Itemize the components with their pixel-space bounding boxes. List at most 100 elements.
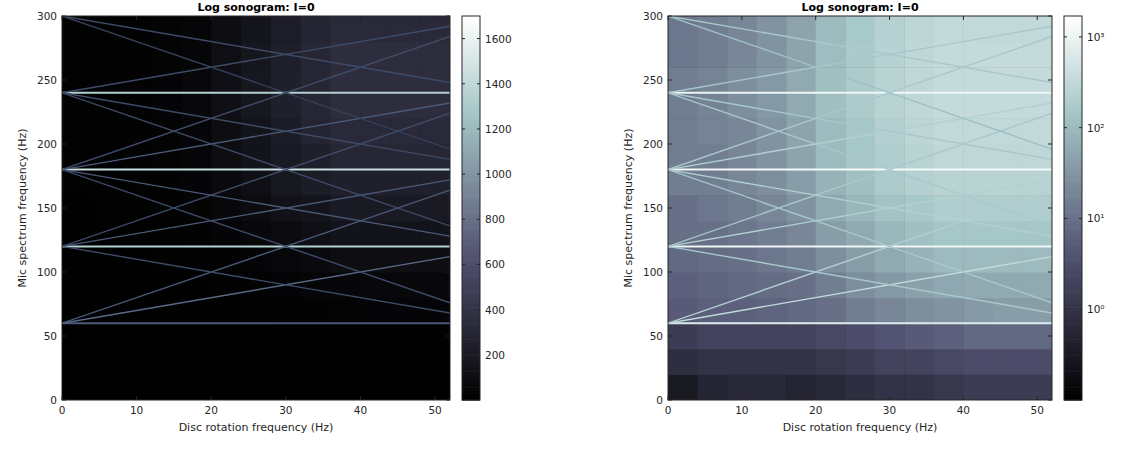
y-tick [62,208,66,209]
cell [698,118,728,144]
cell [934,374,964,400]
plot-bg [668,16,1052,400]
cell [241,195,271,221]
x-tick [963,16,964,20]
colorbar-tick [462,128,465,129]
frame [62,16,450,400]
colorbar-tick [462,83,465,84]
cell [211,374,241,400]
cell [904,67,934,93]
cell [211,349,241,375]
x-tick [136,16,137,20]
colorbar-tick-label: 200 [485,349,505,361]
y-tick [668,208,672,209]
cell [816,67,846,93]
cell [934,170,964,196]
cell [668,272,698,298]
colorbar-tick [477,309,480,310]
colorbar-tick [1064,127,1067,128]
cell [698,323,728,349]
y-tick [62,144,66,145]
cell [993,42,1023,68]
cell [757,118,787,144]
colorbar-tick-label: 1400 [485,78,512,90]
cell [816,246,846,272]
cell [360,16,390,42]
ridge-line [62,16,450,83]
cell [301,144,331,170]
cell [698,246,728,272]
colorbar-tick [477,174,480,175]
cell [698,42,728,68]
y-tick [446,208,450,209]
ridge-line [62,93,450,160]
colorbar-tick-label: 10¹ [1087,212,1105,224]
ridge-line [668,170,1052,303]
cell [786,42,816,68]
cell [816,349,846,375]
cell [757,42,787,68]
cell [241,93,271,119]
cell [211,16,241,42]
y-tick [668,144,672,145]
cell [92,246,122,272]
y-tick [446,144,450,145]
cell [152,170,182,196]
cell [934,298,964,324]
cell [62,374,92,400]
colorbar-tick-label: 1600 [485,33,512,45]
cell [698,349,728,375]
cell [211,323,241,349]
cell [845,170,875,196]
cell [904,272,934,298]
x-tick-label: 0 [665,404,672,416]
ridge-line [668,113,1052,246]
cell [241,42,271,68]
cell [816,170,846,196]
cell [92,118,122,144]
x-tick [435,396,436,400]
cell [122,323,152,349]
x-tick-label: 20 [205,404,218,416]
cell [698,374,728,400]
y-tick [62,336,66,337]
cell [757,272,787,298]
colorbar-tick [477,264,480,265]
y-tick-label: 100 [643,266,663,278]
cell [152,42,182,68]
cell [390,221,420,247]
y-tick-label: 250 [37,74,57,86]
cell [62,323,92,349]
cell [963,16,993,42]
cell [181,374,211,400]
x-tick [1037,396,1038,400]
cell [727,349,757,375]
colorbar: 10⁰10¹10²10³ [1064,16,1105,401]
cell [301,349,331,375]
cell [271,298,301,324]
cell [301,298,331,324]
cell [181,272,211,298]
cell [62,144,92,170]
colorbar: 2004006008001000120014001600 [462,16,512,401]
cell [698,16,728,42]
cell [816,144,846,170]
cell [757,349,787,375]
x-tick [741,16,742,20]
cell [963,323,993,349]
figure: 01020304050050100150200250300Log sonogra… [0,0,1125,450]
colorbar-tick-label: 1200 [485,123,512,135]
x-tick [815,396,816,400]
cell [92,298,122,324]
cell [845,118,875,144]
cell [360,195,390,221]
cell [331,67,361,93]
cell [786,246,816,272]
cell [757,67,787,93]
cell [757,16,787,42]
cell [211,221,241,247]
cell [92,67,122,93]
cell [698,272,728,298]
cell [92,272,122,298]
cell [934,16,964,42]
